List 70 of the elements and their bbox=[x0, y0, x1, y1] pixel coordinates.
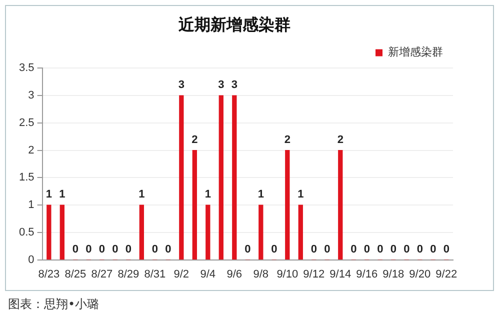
x-tick-label: 8/31 bbox=[144, 268, 166, 280]
data-label: 0 bbox=[98, 243, 105, 256]
bar bbox=[218, 95, 224, 260]
text: 图表：思翔•小璐 bbox=[8, 296, 100, 313]
y-tick-label: 3.5 bbox=[18, 62, 34, 74]
data-label: 0 bbox=[112, 243, 118, 256]
bar bbox=[139, 204, 144, 260]
y-tick-label: 3 bbox=[28, 90, 34, 102]
x-tick-label: 8/29 bbox=[118, 268, 140, 280]
bar bbox=[179, 95, 184, 260]
x-tick-label: 9/4 bbox=[200, 268, 216, 280]
data-label: 0 bbox=[364, 243, 370, 256]
data-label: 2 bbox=[337, 134, 344, 146]
data-label: 0 bbox=[377, 243, 384, 256]
bar bbox=[60, 204, 64, 260]
data-label: 1 bbox=[258, 188, 264, 201]
bar bbox=[258, 204, 264, 260]
data-label: 1 bbox=[46, 188, 52, 201]
x-tick-label: 9/18 bbox=[382, 268, 404, 280]
y-tick-label: 0 bbox=[28, 254, 34, 266]
data-label: 0 bbox=[416, 243, 423, 256]
x-tick-label: 9/8 bbox=[253, 268, 269, 280]
data-label: 0 bbox=[125, 243, 132, 256]
data-label: 0 bbox=[72, 243, 78, 256]
data-label: 3 bbox=[231, 79, 238, 92]
x-tick-label: 9/6 bbox=[226, 268, 242, 280]
data-label: 0 bbox=[310, 243, 317, 256]
bar bbox=[285, 150, 290, 260]
x-tick-label: 8/25 bbox=[64, 268, 86, 280]
bar bbox=[232, 95, 237, 260]
data-label: 2 bbox=[284, 134, 290, 146]
x-tick-label: 9/14 bbox=[330, 268, 352, 280]
data-label: 3 bbox=[178, 79, 184, 92]
legend-label: 新增感染群 bbox=[388, 46, 443, 59]
data-label: 0 bbox=[350, 243, 357, 256]
data-label: 3 bbox=[218, 79, 224, 92]
data-label: 0 bbox=[165, 243, 172, 256]
bar bbox=[192, 150, 197, 260]
y-tick-label: 2 bbox=[28, 144, 34, 156]
data-label: 1 bbox=[204, 188, 211, 201]
chart-title: 近期新增感染群 bbox=[178, 14, 290, 34]
y-tick-label: 1.5 bbox=[18, 172, 34, 184]
data-label: 0 bbox=[404, 243, 410, 256]
x-tick-label: 9/22 bbox=[436, 268, 458, 280]
data-label: 0 bbox=[430, 243, 436, 256]
data-label: 0 bbox=[86, 243, 92, 256]
data-label: 0 bbox=[324, 243, 330, 256]
x-tick-label: 8/27 bbox=[91, 268, 113, 280]
y-tick-label: 2.5 bbox=[18, 116, 34, 129]
bar bbox=[206, 204, 210, 260]
data-label: 1 bbox=[298, 188, 304, 201]
y-tick-label: 0.5 bbox=[18, 226, 34, 238]
data-label: 0 bbox=[390, 243, 396, 256]
x-tick-label: 9/10 bbox=[276, 268, 298, 280]
data-label: 0 bbox=[244, 243, 251, 256]
x-tick-label: 8/23 bbox=[38, 268, 60, 280]
x-tick-label: 9/16 bbox=[356, 268, 378, 280]
y-tick-label: 1 bbox=[28, 199, 34, 212]
data-label: 0 bbox=[152, 243, 158, 256]
x-tick-label: 9/20 bbox=[409, 268, 431, 280]
data-label: 0 bbox=[443, 243, 450, 256]
data-label: 1 bbox=[138, 188, 145, 201]
data-label: 0 bbox=[271, 243, 278, 256]
x-tick-label: 9/2 bbox=[174, 268, 190, 280]
bar bbox=[298, 204, 303, 260]
x-tick-label: 9/12 bbox=[303, 268, 325, 280]
bar bbox=[338, 150, 343, 260]
data-label: 1 bbox=[59, 188, 66, 201]
data-label: 2 bbox=[192, 134, 198, 146]
bar bbox=[46, 204, 52, 260]
